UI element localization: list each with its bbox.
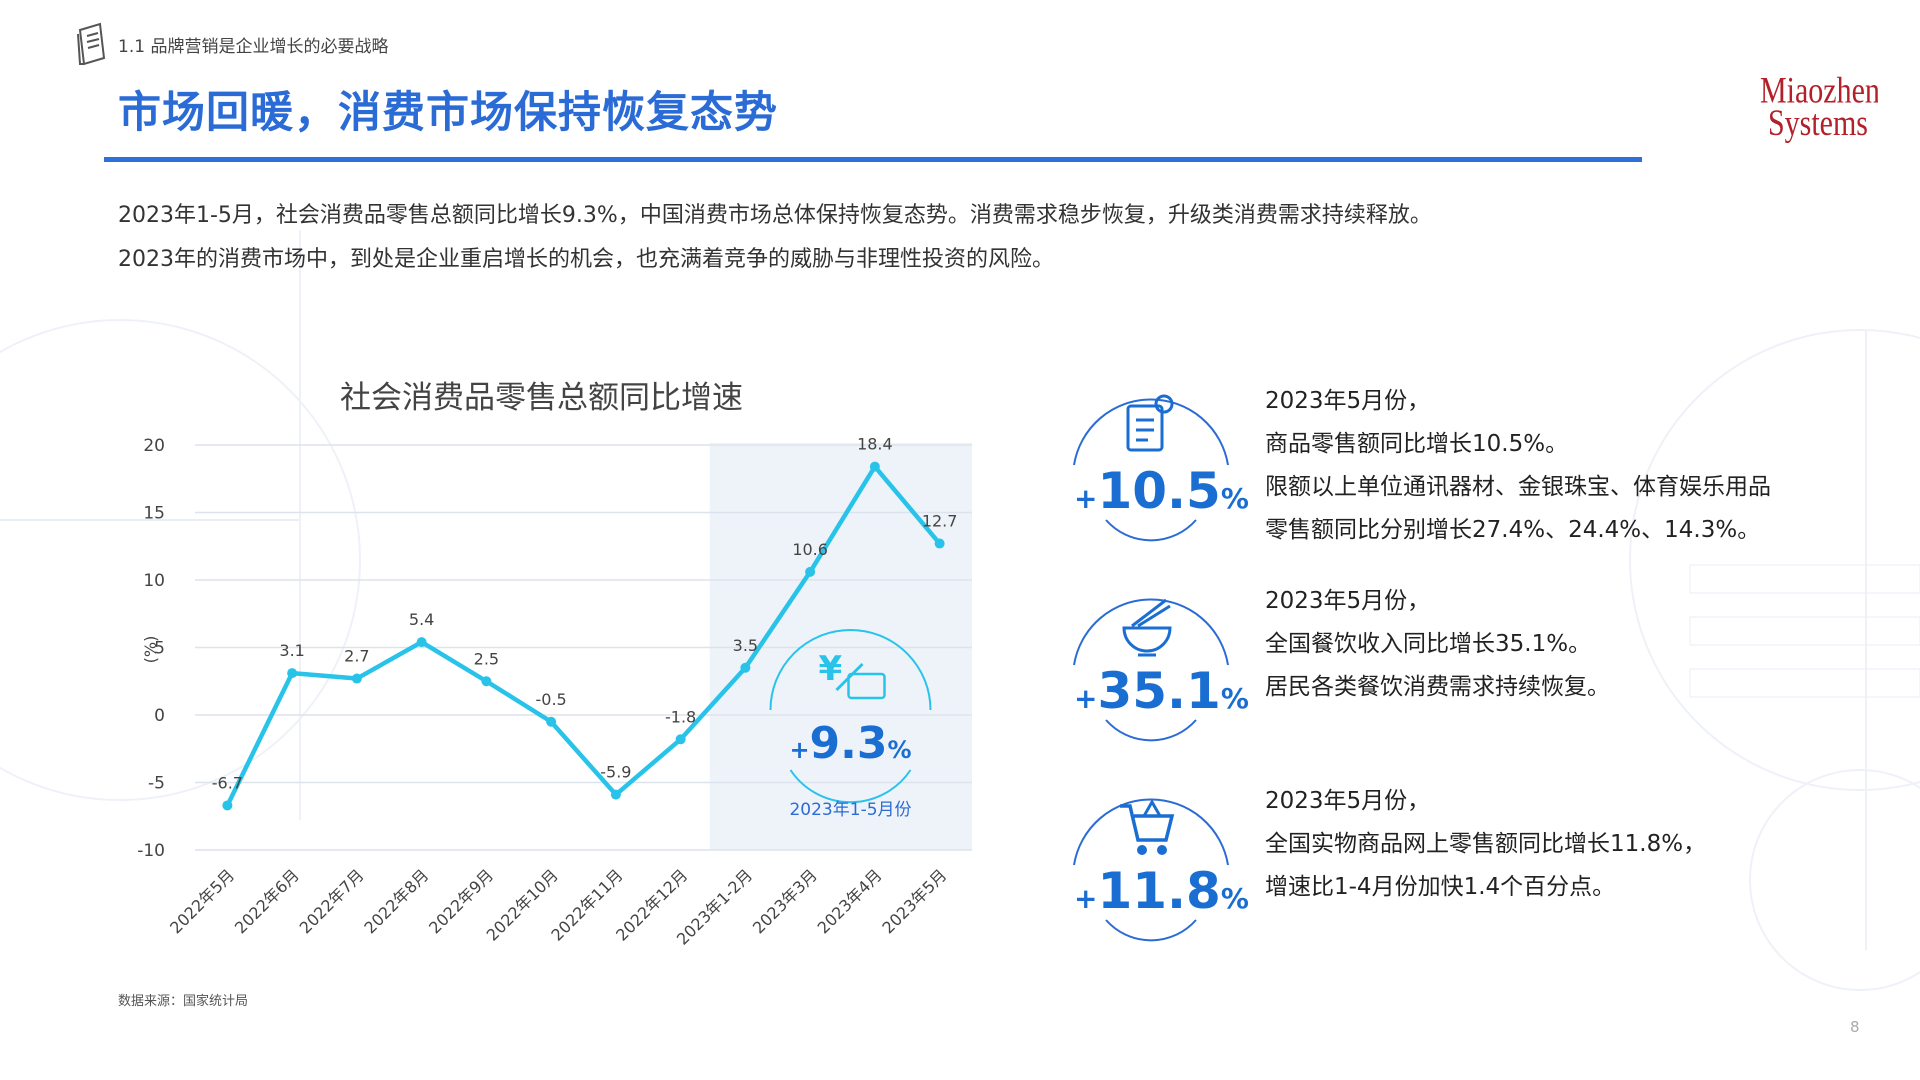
notebook-icon	[77, 22, 106, 66]
kpi-unit: %	[1220, 882, 1249, 915]
data-label: 18.4	[857, 435, 893, 454]
kpi-number: 35.1	[1097, 662, 1221, 720]
x-tick-label: 2022年5月	[166, 865, 238, 937]
document-medal-icon	[1126, 394, 1174, 452]
intro-text: 2023年1-5月，社会消费品零售总额同比增长9.3%，中国消费市场总体保持恢复…	[118, 194, 1432, 282]
noodle-bowl-icon	[1122, 598, 1172, 657]
kpi-description-line: 零售额同比分别增长27.4%、24.4%、14.3%。	[1265, 517, 1761, 543]
chart-title: 社会消费品零售总额同比增速	[340, 380, 743, 416]
badge-arc-top	[769, 629, 932, 711]
data-point	[351, 673, 362, 684]
kpi-value: +10.5%	[1074, 462, 1249, 520]
x-tick-label: 2022年7月	[296, 865, 368, 937]
kpi-plus: +	[1074, 882, 1098, 915]
kpi-description-line: 商品零售额同比增长10.5%。	[1265, 431, 1569, 457]
data-label: -5.9	[600, 763, 631, 782]
kpi-description-line: 2023年5月份，	[1265, 388, 1431, 414]
data-point	[287, 668, 298, 679]
y-tick-label: 20	[143, 436, 165, 456]
data-label: 10.6	[792, 540, 828, 559]
intro-line-2: 2023年的消费市场中，到处是企业重启增长的机会，也充满着竞争的威胁与非理性投资…	[118, 247, 1054, 272]
data-label: -1.8	[665, 707, 696, 726]
miaozhen-logo: Miaozhen Systems	[1760, 70, 1878, 144]
data-point	[675, 734, 686, 745]
data-label: 3.5	[733, 636, 758, 655]
data-point	[222, 800, 233, 811]
kpi-ring	[1073, 798, 1229, 942]
x-tick-label: 2022年8月	[360, 865, 432, 937]
kpi-description-line: 居民各类餐饮消费需求持续恢复。	[1265, 674, 1610, 700]
kpi-unit: %	[1220, 482, 1249, 515]
data-label: 2.5	[474, 649, 499, 668]
kpi-number: 10.5	[1097, 462, 1221, 520]
y-tick-label: -10	[137, 841, 165, 861]
data-label: 12.7	[922, 512, 958, 531]
kpi-plus: +	[1074, 682, 1098, 715]
kpi-description: 2023年5月份， 全国餐饮收入同比增长35.1%。 居民各类餐饮消费需求持续恢复。	[1265, 580, 1610, 709]
data-point	[805, 566, 816, 577]
data-label: 2.7	[344, 647, 369, 666]
shopping-cart-icon	[1120, 798, 1175, 855]
y-tick-label: 5	[154, 639, 165, 659]
kpi-unit: %	[1220, 682, 1249, 715]
kpi-value: +11.8%	[1074, 862, 1249, 920]
x-tick-label: 2023年5月	[878, 865, 950, 937]
kpi-description: 2023年5月份， 商品零售额同比增长10.5%。限额以上单位通讯器材、金银珠宝、…	[1265, 380, 1771, 552]
data-point	[934, 538, 945, 549]
badge-arc-bottom	[789, 769, 912, 804]
x-tick-label: 2023年4月	[814, 865, 886, 937]
kpi-plus: +	[1074, 482, 1098, 515]
data-point	[869, 461, 880, 472]
kpi-description: 2023年5月份， 全国实物商品网上零售额同比增长11.8%， 增速比1-4月份加快…	[1265, 780, 1706, 909]
data-point	[546, 716, 557, 727]
data-point	[740, 662, 751, 673]
y-tick-label: 10	[143, 571, 165, 591]
yuan-card-icon: ¥	[819, 649, 886, 700]
y-axis-label: (%)	[141, 636, 160, 664]
data-label: -6.7	[212, 773, 243, 792]
data-point	[416, 637, 427, 648]
kpi-ring	[1073, 598, 1229, 742]
section-tag: 1.1 品牌营销是企业增长的必要战略	[74, 20, 388, 68]
data-label: 5.4	[409, 610, 434, 629]
y-tick-label: 0	[154, 706, 165, 726]
y-tick-label: -5	[148, 774, 165, 794]
kpi-number: 11.8	[1097, 862, 1221, 920]
x-tick-label: 2022年6月	[231, 865, 303, 937]
data-label: 3.1	[279, 641, 304, 660]
kpi-description-line: 全国实物商品网上零售额同比增长11.8%，	[1265, 831, 1707, 857]
title-divider	[104, 157, 1642, 162]
kpi-description-line: 限额以上单位通讯器材、金银珠宝、体育娱乐用品	[1265, 474, 1771, 500]
logo-line-2: Systems	[1768, 103, 1868, 144]
page-title: 市场回暖，消费市场保持恢复态势	[118, 88, 778, 138]
y-tick-label: 15	[143, 504, 165, 524]
kpi-description-line: 增速比1-4月份加快1.4个百分点。	[1265, 874, 1616, 900]
svg-text:¥: ¥	[819, 649, 843, 689]
logo-line-1: Miaozhen	[1760, 70, 1878, 111]
highlight-caption: 2023年1-5月份	[789, 800, 911, 820]
line-chart: 20151050-5-10(%)2022年5月2022年6月2022年7月202…	[137, 435, 972, 949]
data-point	[610, 789, 621, 800]
data-point	[481, 676, 492, 687]
series-line	[225, 464, 942, 807]
kpi-description-line: 全国餐饮收入同比增长35.1%。	[1265, 631, 1592, 657]
kpi-value: +35.1%	[1074, 662, 1249, 720]
kpi-ring	[1073, 394, 1229, 542]
page-number: 8	[1850, 1018, 1860, 1036]
data-label: -0.5	[536, 690, 567, 709]
section-label: 1.1 品牌营销是企业增长的必要战略	[118, 36, 389, 57]
highlight-value: +9.3%	[789, 718, 911, 769]
data-source: 数据来源：国家统计局	[118, 994, 249, 1009]
kpi-description-line: 2023年5月份，	[1265, 788, 1431, 814]
kpi-description-line: 2023年5月份，	[1265, 588, 1431, 614]
x-tick-label: 2023年3月	[749, 865, 821, 937]
intro-line-1: 2023年1-5月，社会消费品零售总额同比增长9.3%，中国消费市场总体保持恢复…	[118, 203, 1432, 228]
